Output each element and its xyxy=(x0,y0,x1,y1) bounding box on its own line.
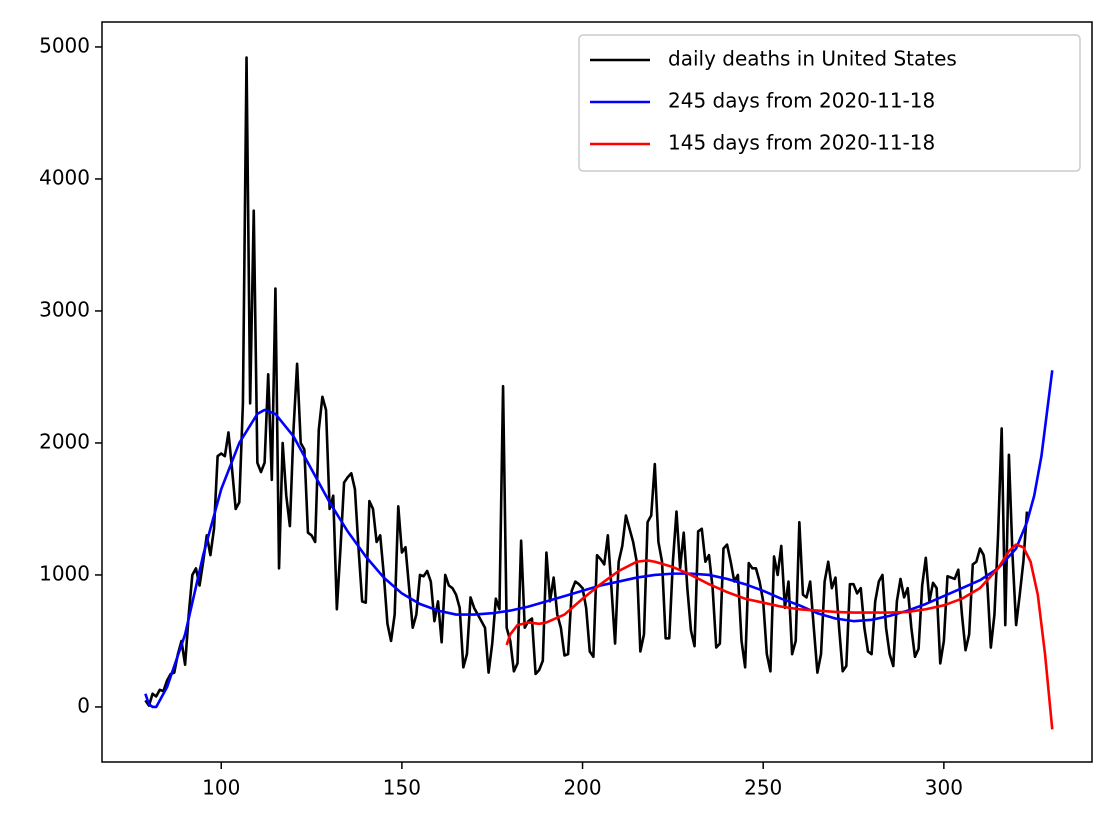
legend-label: 245 days from 2020-11-18 xyxy=(668,89,935,113)
x-tick-label: 250 xyxy=(744,776,782,800)
y-tick-label: 0 xyxy=(77,693,90,717)
legend-label: daily deaths in United States xyxy=(668,47,957,71)
y-tick-label: 4000 xyxy=(39,165,90,189)
series-line xyxy=(144,370,1054,709)
legend-label: 145 days from 2020-11-18 xyxy=(668,131,935,155)
y-tick-label: 1000 xyxy=(39,561,90,585)
legend-box xyxy=(578,34,1081,172)
series-line xyxy=(144,56,1029,707)
y-tick-label: 3000 xyxy=(39,297,90,321)
plot-frame xyxy=(101,21,1093,763)
x-tick-label: 100 xyxy=(202,776,240,800)
x-tick-label: 200 xyxy=(563,776,601,800)
x-tick-label: 150 xyxy=(383,776,421,800)
y-tick-label: 2000 xyxy=(39,429,90,453)
series-line xyxy=(505,543,1054,730)
x-tick-label: 300 xyxy=(925,776,963,800)
y-tick-label: 5000 xyxy=(39,33,90,57)
